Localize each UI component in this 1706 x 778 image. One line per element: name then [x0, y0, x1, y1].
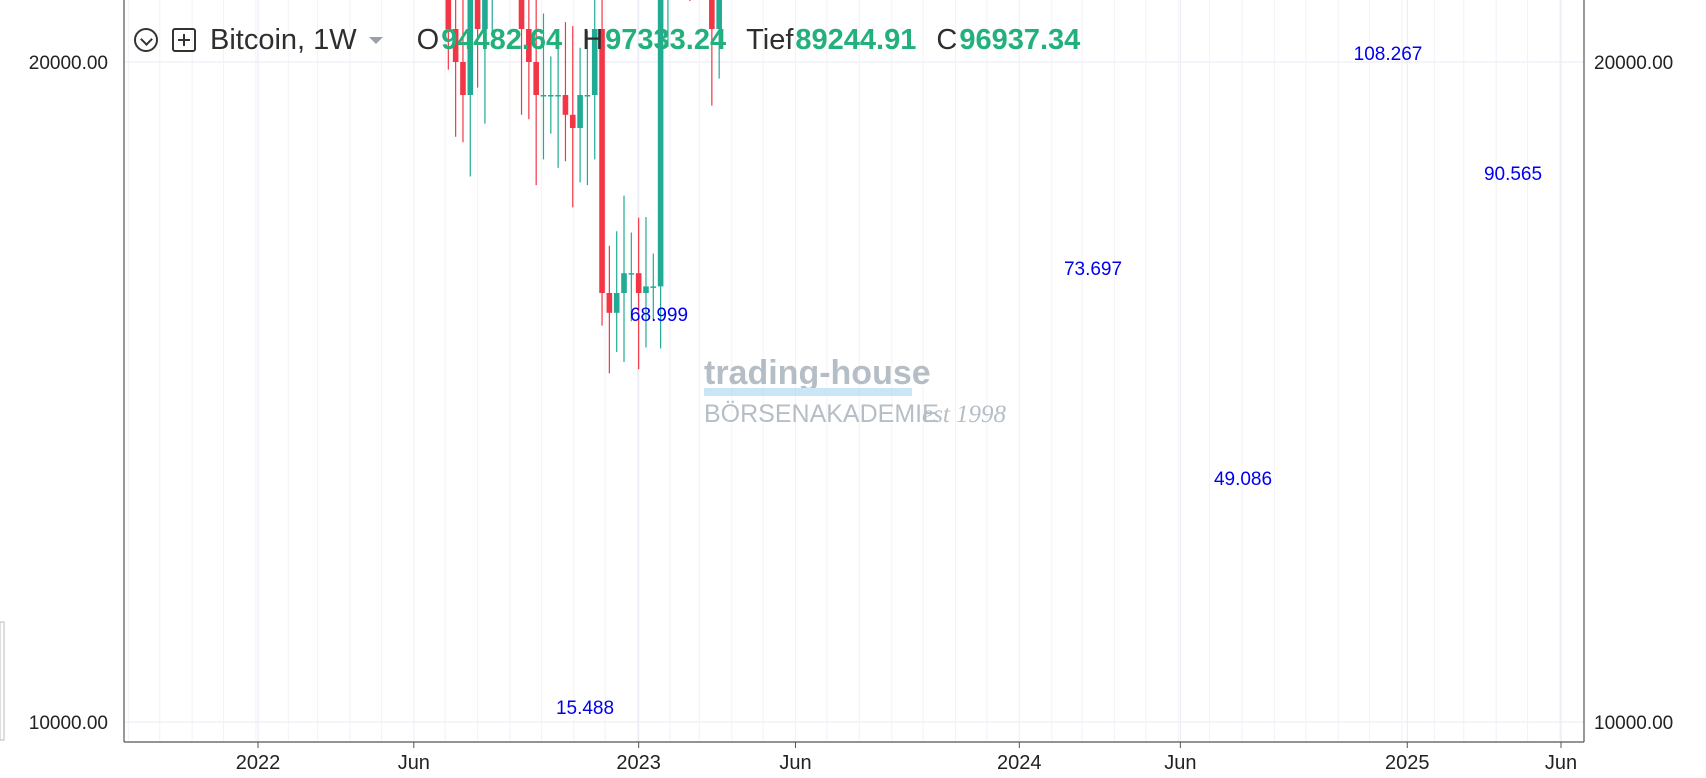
candle-body[interactable]: [643, 286, 649, 293]
watermark-bar: [704, 388, 912, 396]
high-value: 97333.24: [605, 23, 727, 56]
candle-body[interactable]: [635, 273, 642, 293]
y-tick-label-right: 10000.00: [1594, 713, 1673, 734]
candle-body[interactable]: [599, 29, 605, 293]
close-value: 96937.34: [959, 23, 1081, 56]
price-annotation: 15.488: [556, 698, 614, 719]
candle-body[interactable]: [460, 62, 466, 95]
candle-body[interactable]: [467, 0, 474, 95]
close-label: C: [936, 23, 958, 56]
candle-body[interactable]: [584, 95, 591, 97]
watermark-year: est 1998: [922, 401, 1007, 428]
panel-edge: [0, 621, 5, 741]
candle-body[interactable]: [533, 62, 539, 95]
candle-body[interactable]: [657, 0, 664, 287]
collapse-icon[interactable]: [134, 28, 158, 52]
candle-body[interactable]: [445, 0, 452, 29]
x-tick-label: Jun: [779, 752, 811, 774]
candle-body[interactable]: [569, 114, 576, 128]
chevron-down-icon[interactable]: [368, 36, 383, 44]
y-tick-label-left: 20000.00: [29, 53, 108, 74]
candle-body[interactable]: [474, 0, 481, 29]
price-annotation: 68.999: [630, 305, 688, 326]
candle-body[interactable]: [518, 0, 525, 29]
low-value: 89244.91: [795, 23, 917, 56]
x-tick-label: Jun: [1545, 752, 1577, 774]
y-tick-label-left: 10000.00: [29, 713, 108, 734]
candle-body[interactable]: [621, 273, 627, 293]
candle-body[interactable]: [613, 293, 620, 313]
candle-body[interactable]: [555, 95, 561, 97]
symbol-label[interactable]: Bitcoin, 1W: [210, 23, 357, 56]
candle-body[interactable]: [709, 0, 715, 29]
legend-header: Bitcoin, 1W O 94482.64 H 97333.24 Tief 8…: [134, 20, 1100, 60]
x-tick-label: 2022: [236, 752, 281, 774]
add-indicator-icon[interactable]: [172, 28, 196, 52]
candle-body[interactable]: [606, 293, 613, 313]
open-value: 94482.64: [441, 23, 563, 56]
x-tick-label: 2025: [1385, 752, 1430, 774]
open-label: O: [416, 23, 440, 56]
candle-body[interactable]: [577, 95, 583, 128]
candle-body[interactable]: [591, 29, 598, 95]
price-annotation: 108.267: [1354, 44, 1423, 65]
candle-body[interactable]: [650, 286, 657, 288]
candle-body[interactable]: [628, 273, 635, 275]
price-annotation: 49.086: [1214, 469, 1272, 490]
candle-body[interactable]: [540, 95, 547, 97]
price-annotation: 90.565: [1484, 164, 1542, 185]
x-tick-label: Jun: [398, 752, 430, 774]
candle-body[interactable]: [482, 0, 488, 29]
watermark-subtitle: BÖRSENAKADEMIE: [704, 400, 939, 428]
candle-body[interactable]: [562, 95, 569, 115]
y-tick-label-right: 20000.00: [1594, 53, 1673, 74]
candle-body[interactable]: [452, 29, 459, 62]
x-tick-label: 2023: [616, 752, 661, 774]
candle-body[interactable]: [548, 95, 554, 97]
x-tick-label: Jun: [1164, 752, 1196, 774]
high-label: H: [582, 23, 604, 56]
candle-body[interactable]: [716, 0, 722, 29]
x-tick-label: 2024: [997, 752, 1042, 774]
plot-area: [124, 0, 1584, 742]
candle-body[interactable]: [526, 29, 532, 62]
watermark-title: trading-house: [704, 354, 931, 392]
price-annotation: 73.697: [1064, 259, 1122, 280]
low-label: Tief: [746, 23, 794, 56]
